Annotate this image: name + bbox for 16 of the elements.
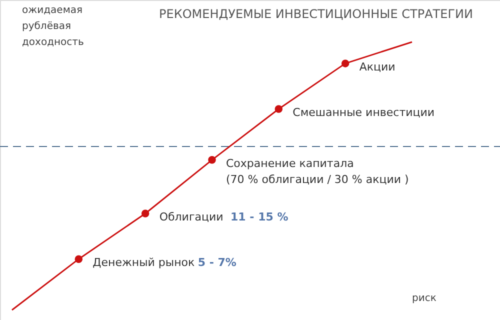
point (274, 105, 283, 113)
point (141, 210, 150, 218)
annotation: Сохранение капитала (226, 156, 354, 170)
point (208, 156, 216, 164)
y-axis-title: ожидаемая рублёвая доходность (22, 5, 84, 48)
x-axis-title: риск (412, 293, 436, 304)
annotation: Денежный рынок (92, 256, 196, 270)
annotation: (70 % облигации / 30 % акции ) (226, 172, 409, 186)
annotation: Смешанные инвестиции (292, 106, 435, 119)
point (341, 60, 350, 68)
annotation: Акции (359, 60, 396, 74)
annotation: 5 - 7% (198, 256, 236, 270)
annotation: Облигации (159, 210, 224, 224)
chart-title: РЕКОМЕНДУЕМЫЕ ИНВЕСТИЦИОННЫЕ СТРАТЕГИИ (159, 7, 473, 21)
point (74, 255, 83, 263)
annotation: 11 - 15 % (230, 210, 288, 224)
